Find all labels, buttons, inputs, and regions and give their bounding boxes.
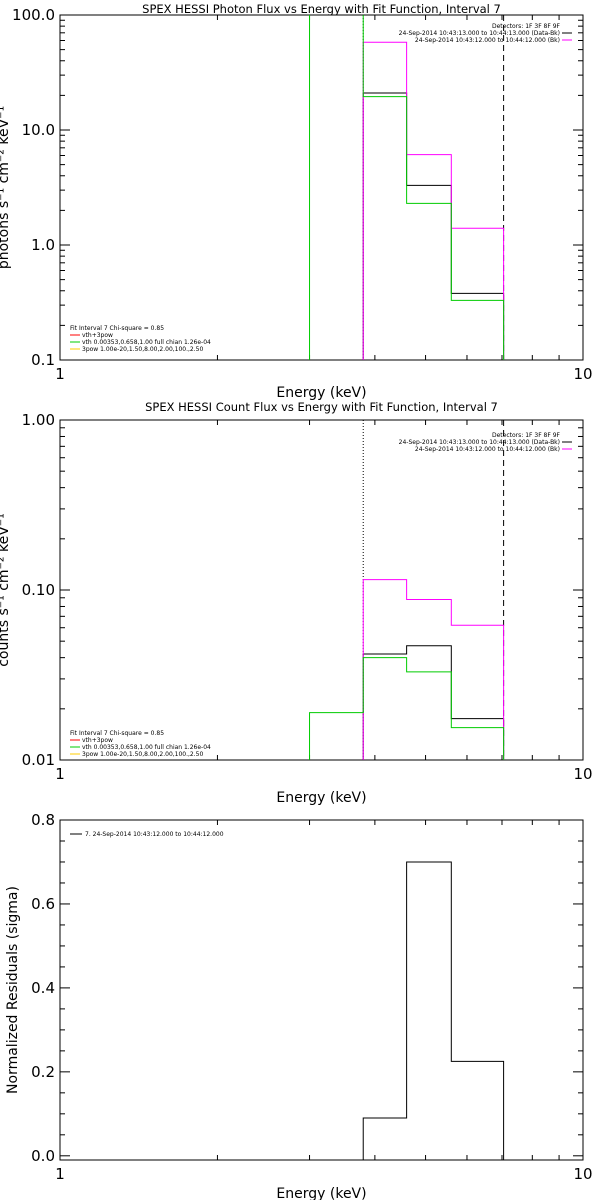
legend-bottom-entry: vth 0.00353,0.658,1.00 full chian 1.26e-…: [82, 744, 211, 751]
y-tick-label: 0.6: [31, 895, 55, 913]
legend-top-entry: 24-Sep-2014 10:43:13.000 to 10:44:13.000…: [399, 439, 560, 446]
y-tick-label: 0.10: [22, 581, 55, 599]
legend-top-entry: Detectors: 1F 3F 8F 9F: [492, 432, 561, 439]
x-axis-label: Energy (keV): [276, 1186, 366, 1200]
y-tick-label: 0.01: [22, 751, 55, 769]
y-axis-label: counts s⁻¹ cm⁻² keV⁻¹: [0, 513, 12, 667]
legend-bottom-entry: vth 0.00353,0.658,1.00 full chian 1.26e-…: [82, 339, 211, 346]
legend-bottom-entry: Fit Interval 7 Chi-square = 0.85: [70, 325, 164, 332]
x-tick-label: 1: [55, 365, 65, 383]
y-tick-label: 0.2: [31, 1063, 55, 1081]
chart-panel-3: 1 10 0.0 0.2 0.4 0.6 0.8 Energy (keV) Normalized…: [5, 811, 593, 1200]
legend-bottom-entry: 3pow 1.00e-20,1.50,8.00,2.00,100.,2.50: [82, 751, 203, 758]
legend-bottom-entry: vth+3pow: [82, 332, 113, 339]
series-histogram-1: [362, 861, 505, 1160]
legend-top-entry: 24-Sep-2014 10:43:12.000 to 10:44:12.000…: [415, 37, 560, 44]
series-group: [362, 861, 505, 1160]
legend-bottom-entry: vth+3pow: [82, 737, 113, 744]
x-tick-label: 1: [55, 1165, 65, 1183]
chart-title: SPEX HESSI Photon Flux vs Energy with Fi…: [142, 2, 501, 16]
x-tick-label: 10: [573, 1165, 592, 1183]
y-tick-label: 100.0: [12, 6, 55, 24]
chart-title: SPEX HESSI Count Flux vs Energy with Fit…: [145, 400, 498, 414]
x-axis-label: Energy (keV): [276, 385, 366, 401]
series-histogram-2: [362, 41, 505, 360]
series-group: [309, 579, 505, 760]
series-histogram-1: [362, 645, 505, 760]
y-tick-label: 1.00: [22, 411, 55, 429]
y-tick-label: 0.0: [31, 1147, 55, 1165]
plot-frame: [59, 14, 584, 361]
legend-top-entry: 24-Sep-2014 10:43:13.000 to 10:44:13.000…: [399, 30, 560, 37]
x-tick-label: 1: [55, 765, 65, 783]
y-tick-label: 1.0: [31, 236, 55, 254]
chart-panel-1: 1 10 0.1 1.0 10.0 100.0 SPEX HESSI Photon Flux…: [0, 2, 593, 401]
chart-panel-2: 1 10 0.01 0.10 1.00 SPEX HESSI Count Flux vs …: [0, 400, 593, 806]
x-tick-label: 10: [573, 365, 592, 383]
y-tick-label: 0.4: [31, 979, 55, 997]
legend-top-entry: 24-Sep-2014 10:43:12.000 to 10:44:12.000…: [415, 446, 560, 453]
series-histogram-3: [309, 657, 505, 760]
legend-entry: 7. 24-Sep-2014 10:43:12.000 to 10:44:12.…: [85, 831, 224, 838]
plot-frame: [59, 819, 584, 1161]
series-histogram-2: [362, 579, 505, 760]
series-histogram-1: [362, 92, 505, 360]
series-histogram-3: [309, 15, 505, 360]
legend-top-entry: Detectors: 1F 3F 8F 9F: [492, 23, 561, 30]
x-tick-label: 10: [573, 765, 592, 783]
plot-frame: [59, 419, 584, 761]
legend-bottom-entry: 3pow 1.00e-20,1.50,8.00,2.00,100.,2.50: [82, 346, 203, 353]
x-axis-label: Energy (keV): [276, 790, 366, 806]
y-tick-label: 10.0: [22, 121, 55, 139]
y-axis-label: Normalized Residuals (sigma): [5, 886, 21, 1094]
legend-bottom-entry: Fit Interval 7 Chi-square = 0.85: [70, 730, 164, 737]
series-group: [309, 15, 505, 360]
y-axis-label: photons s⁻¹ cm⁻² keV⁻¹: [0, 106, 12, 269]
y-tick-label: 0.1: [31, 351, 55, 369]
y-tick-label: 0.8: [31, 811, 55, 829]
